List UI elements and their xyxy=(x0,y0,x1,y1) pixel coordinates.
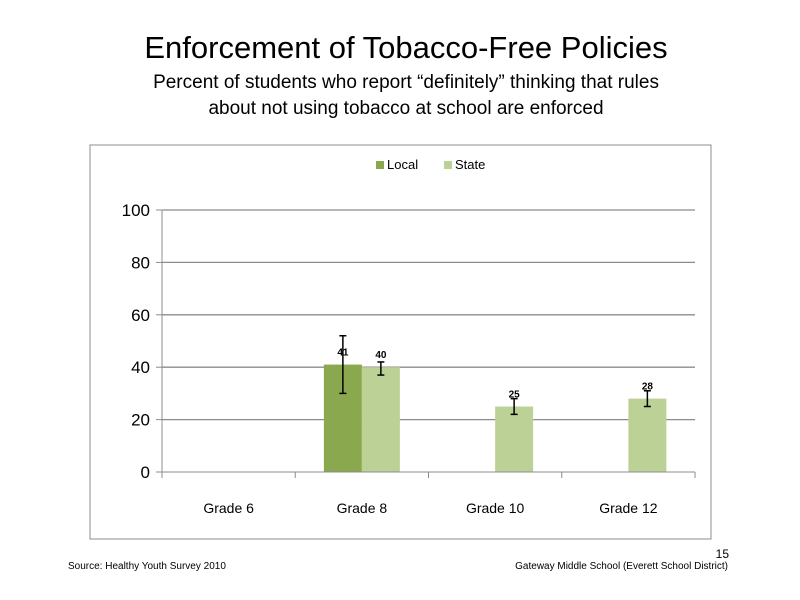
subtitle-line-2: about not using tobacco at school are en… xyxy=(208,98,604,119)
y-tick-label: 80 xyxy=(131,253,150,272)
gridlines xyxy=(162,209,695,421)
chart-frame xyxy=(89,144,712,540)
data-label: 41 xyxy=(337,348,349,359)
y-tick-label: 20 xyxy=(131,411,150,430)
x-tick-label: Grade 8 xyxy=(337,500,388,516)
bars xyxy=(323,335,667,472)
x-tick-label: Grade 10 xyxy=(466,500,525,516)
source-note: Source: Healthy Youth Survey 2010 xyxy=(68,561,226,572)
data-label: 25 xyxy=(509,390,521,401)
x-tick-label: Grade 12 xyxy=(599,500,658,516)
chart-subtitle: Percent of students who report “definite… xyxy=(0,70,800,122)
y-tick-label: 40 xyxy=(131,358,150,377)
data-label: 28 xyxy=(642,382,654,393)
chart-title: Enforcement of Tobacco-Free Policies xyxy=(144,30,668,65)
legend-label-state: State xyxy=(455,157,485,172)
legend-label-local: Local xyxy=(387,157,418,172)
axes: 0 20 40 60 80 100 Grade 6 Grade 8 Grade 10 Grade … xyxy=(122,201,696,516)
legend-swatch-local xyxy=(376,161,384,169)
bar-state-grade-10 xyxy=(495,406,534,472)
bar-state-grade-12 xyxy=(628,398,667,472)
data-labels: 41 40 25 28 xyxy=(337,348,653,401)
legend-swatch-state xyxy=(444,161,452,169)
y-tick-label: 60 xyxy=(131,306,150,325)
subtitle-line-1: Percent of students who report “definite… xyxy=(153,72,659,93)
school-name: Gateway Middle School (Everett School Di… xyxy=(515,561,728,572)
x-tick-label: Grade 6 xyxy=(203,500,254,516)
y-tick-label: 0 xyxy=(141,463,150,482)
legend: Local State xyxy=(376,157,485,172)
y-tick-label: 100 xyxy=(122,201,150,220)
data-label: 40 xyxy=(375,350,387,361)
page-number: 15 xyxy=(715,547,729,561)
bar-state-grade-8 xyxy=(361,367,400,472)
